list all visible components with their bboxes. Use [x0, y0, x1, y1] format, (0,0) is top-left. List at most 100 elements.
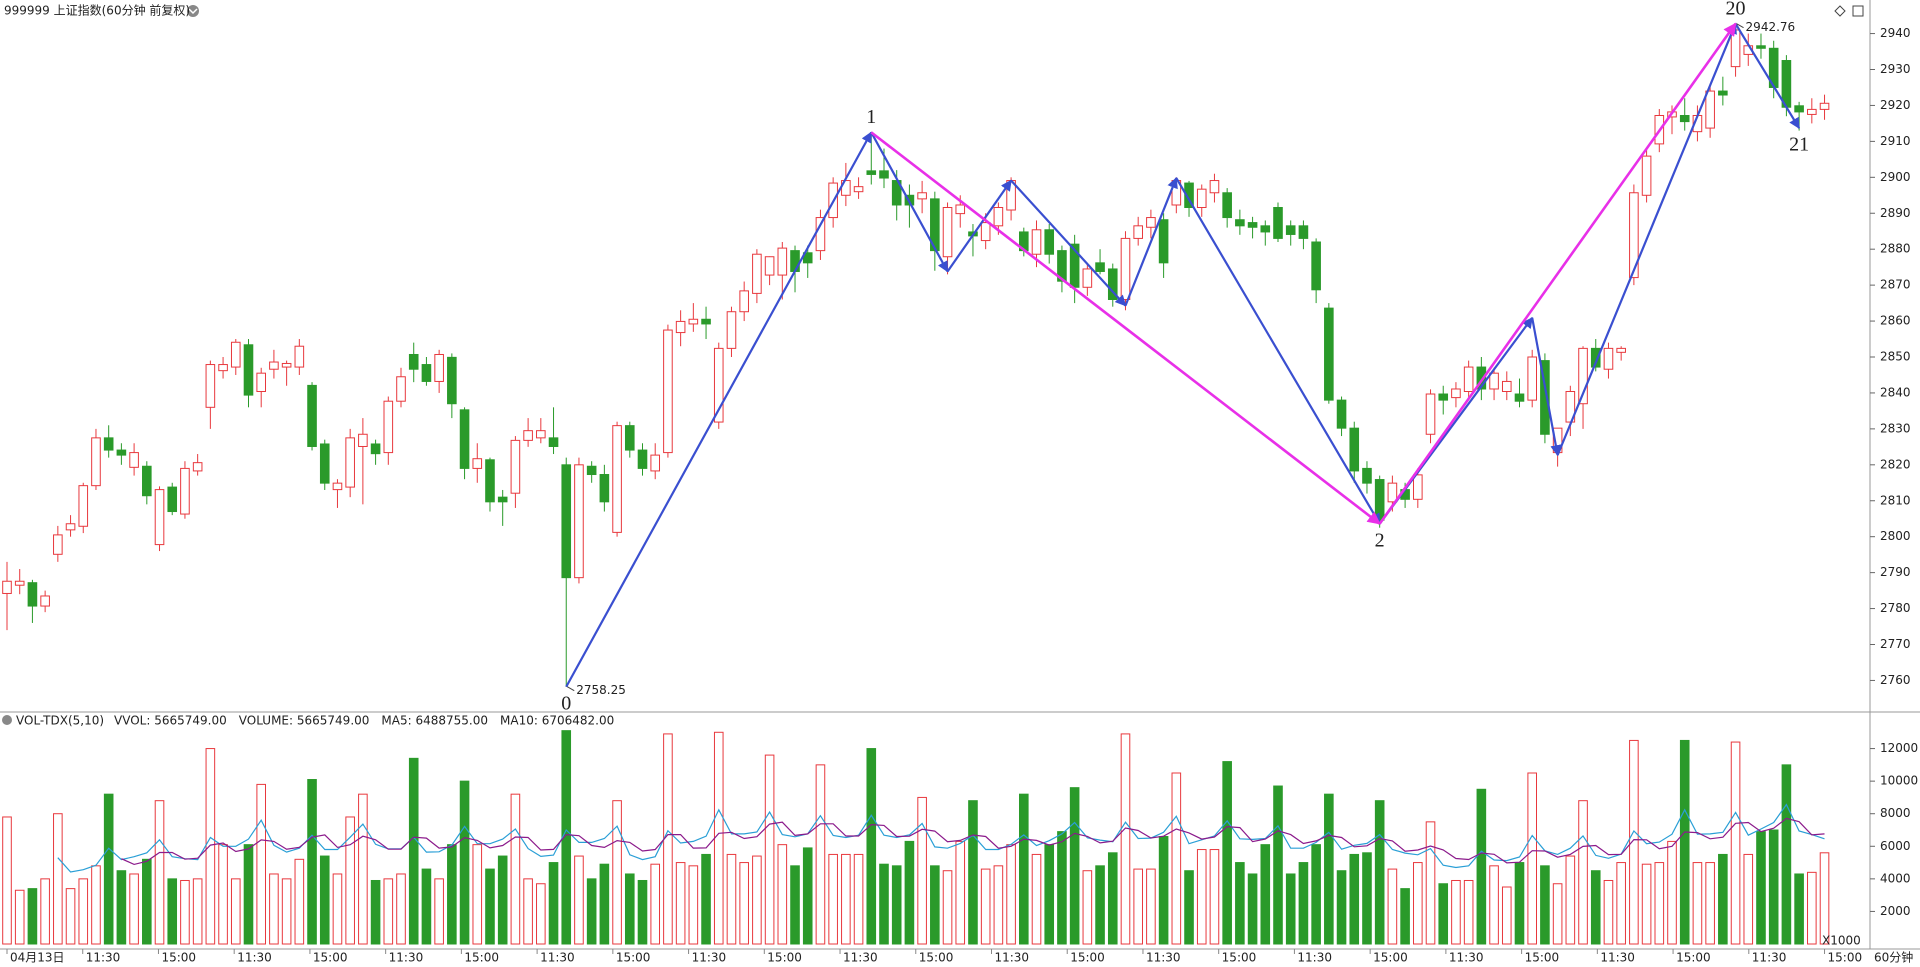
candle-body [764, 256, 775, 276]
volume-bar [1781, 764, 1792, 945]
x-tick-label: 11:30 [86, 951, 121, 965]
candle-body [637, 449, 648, 469]
y-tick-label: 2880 [1880, 242, 1911, 256]
candle-body [701, 318, 711, 325]
volume-bar [1679, 739, 1690, 945]
candle-body [142, 465, 152, 497]
candle-body [383, 400, 394, 454]
volume-bar [1235, 862, 1245, 945]
candle-body [980, 222, 991, 242]
volume-bar [1425, 821, 1436, 945]
candle-body [713, 347, 724, 423]
volume-bar [764, 754, 775, 945]
x-tick-label: 11:30 [1449, 951, 1484, 965]
volume-bar [1374, 800, 1385, 945]
volume-bar [675, 862, 686, 945]
x-tick-label: 11:30 [692, 951, 727, 965]
volume-bar [1044, 844, 1055, 945]
volume-bar [1565, 855, 1576, 945]
volume-bar [688, 865, 699, 945]
candle-body [40, 595, 50, 607]
candle-body [1196, 188, 1207, 208]
diamond-icon[interactable] [1834, 5, 1846, 17]
y-tick-label: 2940 [1880, 26, 1911, 40]
volume-bar [1756, 831, 1766, 945]
candle-body [1133, 225, 1143, 239]
candle-body [485, 459, 495, 503]
x-tick-label: 11:30 [1297, 951, 1332, 965]
volume-bar [548, 862, 559, 945]
zigzag-segment [1124, 177, 1178, 307]
volume-bar [1222, 761, 1232, 945]
wave-label: 21 [1789, 134, 1809, 156]
x-tick-label: 15:00 [1373, 951, 1408, 965]
volume-bar [1603, 879, 1614, 945]
volume-bar [370, 879, 381, 945]
candle-body [942, 207, 953, 258]
volume-bar [802, 847, 813, 945]
candle-body [192, 462, 203, 472]
candle-body [1718, 90, 1728, 96]
candle-body [523, 430, 533, 441]
y-tick-label: 2910 [1880, 134, 1911, 148]
volume-bar [1196, 849, 1207, 945]
volume-bar [853, 853, 864, 945]
extreme-label: 2758.25 [576, 683, 626, 697]
volume-bar [1705, 862, 1715, 945]
menu-icon[interactable] [187, 5, 199, 17]
x-tick-label: 15:00 [1676, 951, 1711, 965]
candle-body [1807, 108, 1817, 115]
vol-menu-icon[interactable] [2, 715, 12, 725]
y-tick-label: 2800 [1880, 529, 1911, 543]
volume-bar [472, 844, 483, 945]
zigzag-segment [946, 179, 1012, 273]
candle-body [319, 443, 330, 484]
volume-bar [650, 863, 661, 945]
volume-bar [434, 878, 444, 945]
y-tick-label: 2830 [1880, 421, 1911, 435]
candle-body [154, 489, 165, 546]
wave-label: 2 [1375, 529, 1385, 551]
volume-bar [993, 865, 1004, 945]
candle-body [1679, 115, 1690, 123]
candle-body [955, 204, 966, 215]
volume-bar [1540, 865, 1550, 945]
volume-bar [1107, 852, 1118, 945]
volume-bar [2, 816, 12, 945]
volume-bar [14, 889, 25, 945]
volume-bar [1819, 852, 1830, 945]
candle-body [688, 318, 699, 325]
candle-body [230, 341, 241, 368]
volume-bar [904, 840, 915, 945]
volume-bar [421, 868, 432, 945]
volume-bar [269, 873, 279, 945]
candle-body [1184, 182, 1194, 208]
x-tick-label: 15:00 [767, 951, 802, 965]
candle-body [1336, 399, 1347, 429]
volume-bar [103, 793, 114, 945]
volume-bar [281, 878, 292, 945]
y-tick-label: 2920 [1880, 98, 1911, 112]
y-tick-label: 2890 [1880, 206, 1911, 220]
volume-bar [447, 844, 457, 945]
x-tick-label: 15:00 [1222, 951, 1257, 965]
candle-body [1501, 380, 1512, 392]
volume-bar [1324, 793, 1334, 945]
candle-body [930, 198, 940, 252]
candle-body [586, 465, 597, 476]
y-tick-label: 2000 [1880, 904, 1911, 918]
volume-bar [1730, 741, 1741, 945]
candle-body [726, 311, 737, 349]
y-tick-label: 2780 [1880, 601, 1911, 615]
volume-bar [1438, 883, 1449, 945]
extreme-pointer [1736, 23, 1744, 29]
volume-header: MA5: 6488755.00 [381, 714, 488, 728]
volume-bar [154, 800, 165, 945]
candle-body [917, 192, 927, 200]
zigzag-segment [870, 131, 949, 273]
volume-bar [192, 878, 203, 945]
volume-bar [1120, 733, 1131, 945]
panel-icon[interactable] [1852, 5, 1864, 17]
zigzag-segment [565, 131, 873, 688]
candle-body [548, 437, 559, 447]
